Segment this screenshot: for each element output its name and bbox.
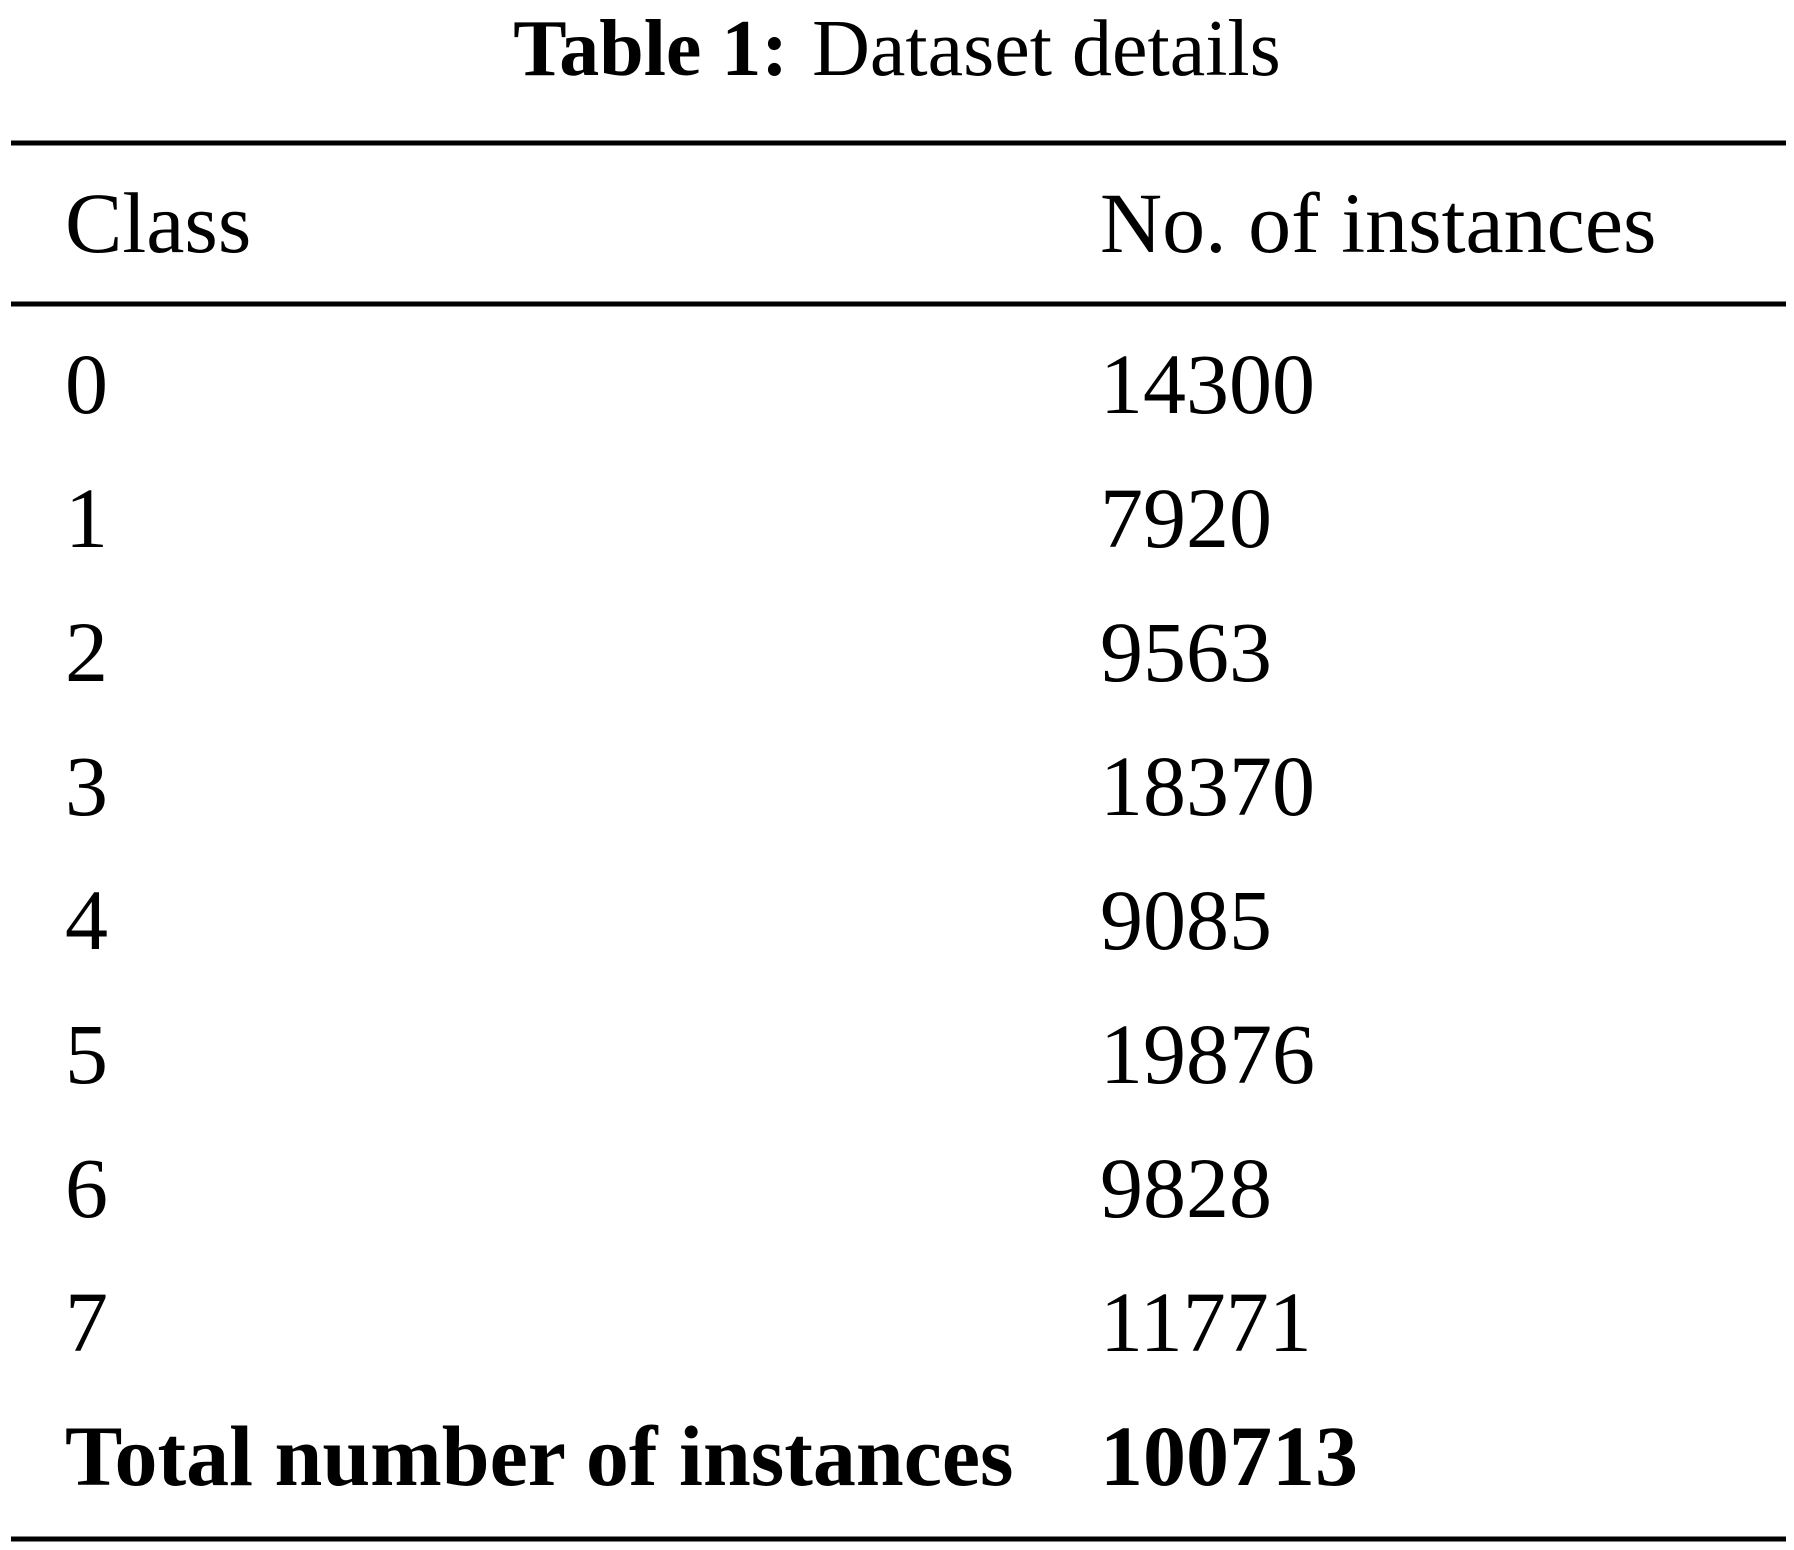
table-cell: 14300: [1100, 336, 1315, 432]
header-cell: Class: [65, 175, 251, 271]
total-cell: Total number of instances: [65, 1408, 1014, 1504]
caption-title: Dataset details: [812, 5, 1281, 93]
table-cell: 5: [65, 1006, 108, 1102]
header-cell: No. of instances: [1100, 175, 1656, 271]
table-cell: 2: [65, 604, 108, 700]
table-cell: 7920: [1100, 470, 1272, 566]
caption-label: Table 1:: [513, 5, 788, 93]
table-cell: 19876: [1100, 1006, 1315, 1102]
table-cell: 0: [65, 336, 108, 432]
total-cell: 100713: [1100, 1408, 1358, 1504]
table-cell: 1: [65, 470, 108, 566]
table-cell: 3: [65, 738, 108, 834]
table-cell: 9828: [1100, 1140, 1272, 1236]
table-cell: 4: [65, 872, 108, 968]
table-cell: 6: [65, 1140, 108, 1236]
table-cell: 18370: [1100, 738, 1315, 834]
table-cell: 11771: [1100, 1274, 1312, 1370]
table-caption: Table 1: Dataset details: [513, 5, 1281, 93]
table-cell: 9085: [1100, 872, 1272, 968]
table-cell: 9563: [1100, 604, 1272, 700]
table-cell: 7: [65, 1274, 108, 1370]
